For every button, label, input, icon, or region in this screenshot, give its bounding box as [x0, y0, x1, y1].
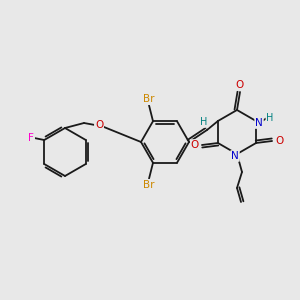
Text: Br: Br [143, 180, 155, 190]
Text: N: N [255, 118, 263, 128]
Text: O: O [191, 140, 199, 150]
Text: H: H [200, 117, 208, 127]
Text: F: F [28, 133, 34, 143]
Text: O: O [95, 120, 103, 130]
Text: O: O [275, 136, 283, 146]
Text: H: H [266, 113, 274, 123]
Text: Br: Br [143, 94, 155, 104]
Text: N: N [231, 151, 239, 161]
Text: O: O [236, 80, 244, 90]
